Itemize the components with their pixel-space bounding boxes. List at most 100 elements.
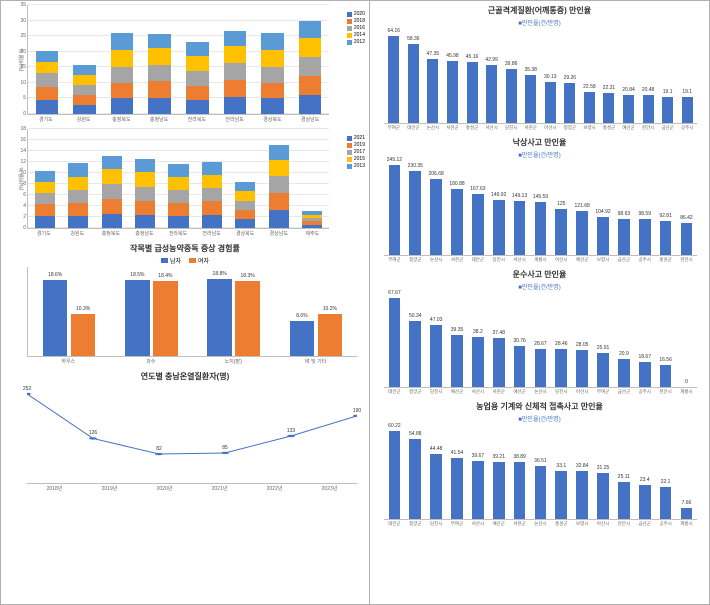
legend-item: 2018 [347, 18, 365, 25]
bar-slot: 245.12 [384, 161, 405, 255]
bar-slot: 38.2 [467, 293, 488, 387]
bar-slot: 45.16 [462, 29, 482, 123]
x-label: 아산시 [541, 125, 561, 131]
x-label: 서천군 [509, 521, 530, 527]
value-label: 104.92 [595, 209, 610, 215]
value-label: 22.1 [661, 479, 671, 485]
bar-segment [261, 50, 284, 67]
x-label: 서천군 [447, 257, 468, 263]
bar-value: 28.05 [576, 350, 588, 387]
bar-slot [296, 129, 329, 228]
x-label: 예산군 [447, 389, 468, 395]
bar-slot: 19.1 [677, 29, 697, 123]
bar-segment [35, 193, 55, 204]
x-label: 2022년 [247, 485, 302, 492]
x-label: 천안시 [613, 521, 634, 527]
bar-slot: 206.68 [426, 161, 447, 255]
bar-slot: 149.13 [509, 161, 530, 255]
bar-slot: 22.58 [580, 29, 600, 123]
value-label: 230.35 [408, 163, 423, 169]
value-label: 18.67 [638, 354, 651, 360]
bar-segment [68, 177, 88, 190]
legend: 20202018201620142012 [347, 11, 365, 46]
value-label: 31.25 [597, 465, 610, 471]
bar-slot [28, 129, 61, 228]
legend-item: 2019 [347, 142, 365, 149]
bar-segment [202, 215, 222, 228]
bar-segment [148, 98, 171, 114]
value-label: 16.56 [659, 357, 672, 363]
x-label: 부여군 [593, 389, 614, 395]
bar-value: 23.4 [639, 485, 651, 519]
bar-value: 19.1 [662, 97, 673, 123]
bar-segment [168, 177, 188, 190]
bar-segment [299, 21, 322, 37]
bar-slot [254, 5, 292, 114]
bar-segment [202, 175, 222, 188]
bar-value: 18.67 [639, 362, 651, 387]
bar-segment [73, 105, 96, 114]
bar-group: 18.8%18.3% [193, 267, 275, 356]
value-label: 19.1 [663, 89, 673, 95]
x-label: 태안군 [384, 389, 405, 395]
bar-slot: 33.1 [551, 425, 572, 519]
bar-segment [269, 193, 289, 210]
bar-slot: 0 [676, 293, 697, 387]
x-label: 전라북도 [161, 230, 195, 237]
value-label: 44.48 [430, 446, 443, 452]
x-label: 홍성군 [551, 521, 572, 527]
bar-segment [235, 219, 255, 228]
value-label: 47.03 [430, 317, 443, 323]
legend-item: 2012 [347, 39, 365, 46]
bar-value: 167.63 [472, 194, 484, 255]
value-label: 18.5% [130, 272, 144, 278]
bar-slot: 23.4 [634, 425, 655, 519]
bar-slot [179, 5, 217, 114]
x-label: 태안군 [404, 125, 424, 131]
x-label: 천안시 [638, 125, 658, 131]
chart-subtitle: ■만인율(건/만명) [376, 18, 703, 27]
bar-segment [269, 210, 289, 228]
x-label: 공주시 [634, 257, 655, 263]
x-label: 아산시 [593, 521, 614, 527]
bar-slot: 19.1 [658, 29, 678, 123]
bar-segment [36, 100, 59, 114]
bar-segment [111, 98, 134, 114]
value-label: 18.8% [213, 271, 227, 277]
x-label: 아산시 [572, 389, 593, 395]
right-chart-1: 낙상사고 만인율■만인율(건/만명)245.12230.35206.68180.… [370, 133, 709, 265]
bar-value: 60.22 [389, 431, 401, 519]
bar-value: 64.16 [388, 36, 399, 123]
bar-slot: 167.63 [467, 161, 488, 255]
bar-segment [135, 187, 155, 201]
chart-subtitle: ■만인율(건/만명) [376, 414, 703, 423]
bar-value: 149.92 [493, 200, 505, 255]
bar-value: 20.9 [618, 359, 630, 387]
bar-value: 58.36 [408, 44, 419, 123]
x-label: 전라북도 [178, 116, 216, 123]
point-label: 190 [353, 408, 361, 414]
point-label: 85 [222, 445, 228, 451]
x-label: 2021년 [192, 485, 247, 492]
value-label: 98.59 [638, 211, 651, 217]
bar-segment [168, 190, 188, 203]
bar-value: 149.13 [514, 201, 526, 255]
bar-value: 47.03 [430, 325, 442, 387]
bar-value: 35.38 [525, 75, 536, 123]
x-label: 충청남도 [140, 116, 178, 123]
bar-value: 39.21 [493, 462, 505, 519]
bar-value: 22.1 [660, 487, 672, 519]
x-label: 서천군 [521, 125, 541, 131]
bar-value: 22.31 [603, 93, 614, 123]
x-label: 당진시 [426, 521, 447, 527]
bar-slot: 98.59 [634, 161, 655, 255]
value-label: 125 [557, 201, 565, 207]
bar-group: 18.5%18.4% [110, 267, 192, 356]
x-label: 충청북도 [94, 230, 128, 237]
bar-slot: 44.48 [426, 425, 447, 519]
bar-slot: 149.92 [488, 161, 509, 255]
stacked-chart-1: 20202018201620142012 (%)비율 % 05101520253… [1, 1, 369, 125]
x-label: 금산군 [634, 521, 655, 527]
bar-segment [148, 48, 171, 65]
value-label: 50.34 [409, 313, 422, 319]
